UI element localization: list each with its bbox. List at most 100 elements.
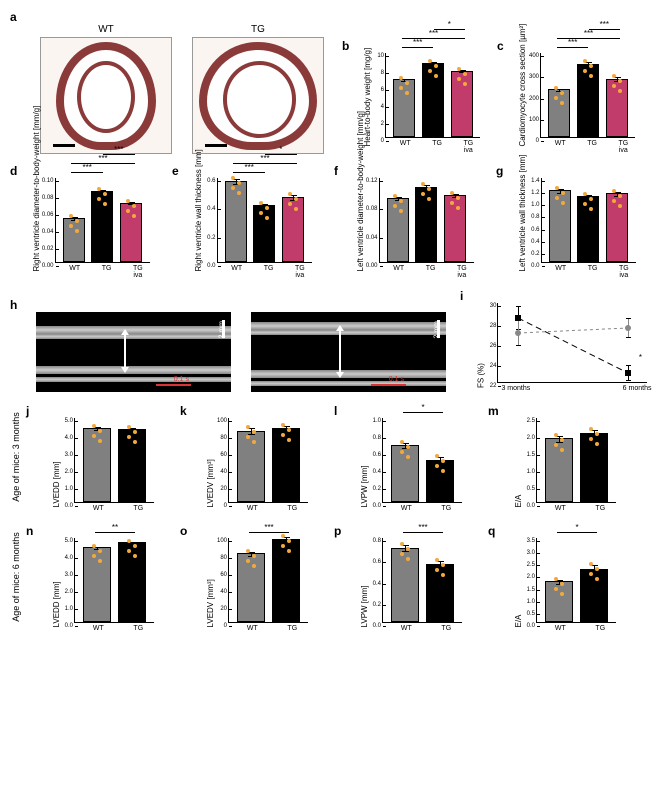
x-tick-label: WT xyxy=(247,505,258,512)
panel-m: m E/A 0.00.51.01.52.02.5 WT TG xyxy=(488,404,638,512)
plot-area: 0.00.51.01.52.02.5 xyxy=(536,418,616,503)
panel-label: f xyxy=(334,164,338,178)
panel-j: jLVEDD [mm]0.01.02.03.04.05.0WTTG xyxy=(26,404,176,512)
x-tick-label: TGiva xyxy=(133,265,143,279)
echo-arrow-icon xyxy=(339,330,341,373)
y-axis-label: Right ventricle wall thickness [mm] xyxy=(194,186,203,271)
significance-marker: *** xyxy=(98,154,107,163)
x-tick-label: WT xyxy=(555,140,566,154)
row-2: d Right ventricle diameter-to-body-weight… xyxy=(10,164,659,279)
panel-l: lLVPW [mm]0.00.20.40.60.81.0*WTTG xyxy=(334,404,484,512)
x-tick-label: TG xyxy=(432,140,442,154)
panel-label: b xyxy=(342,39,349,53)
plot-area: 0100200300400********* xyxy=(540,53,635,138)
x-tick-label: TG xyxy=(441,505,451,512)
x-tick-label: WT xyxy=(93,625,104,632)
x-tick-label: TG xyxy=(595,505,605,512)
significance-marker: *** xyxy=(260,154,269,163)
significance-marker: * xyxy=(575,523,578,532)
echo-arrow-icon xyxy=(124,334,126,368)
x-tick-label: TG xyxy=(133,505,143,512)
scale-v-label: 2 mm xyxy=(219,321,226,339)
echo-image-right: 2 mm 0.1 s xyxy=(251,312,446,392)
y-axis-label: Right ventricle diameter-to-body-weight … xyxy=(32,186,41,271)
panel-i-label: i xyxy=(460,289,463,303)
y-axis-label: E/A xyxy=(514,543,523,628)
x-tick-label: TG xyxy=(133,625,143,632)
panel-label: q xyxy=(488,524,495,538)
x-tick-label: WT xyxy=(555,505,566,512)
bar xyxy=(580,569,608,622)
scale-bar-h xyxy=(156,384,191,386)
data-point xyxy=(625,370,631,376)
plot-area: 0.000.020.040.060.080.10********* xyxy=(55,178,150,263)
y-axis-label: LVPW [mm] xyxy=(360,543,369,628)
significance-marker: * xyxy=(448,20,451,29)
y-axis-label: LVEDD [mm] xyxy=(52,543,61,628)
panel-h-label: h xyxy=(10,298,17,312)
significance-marker: *** xyxy=(568,38,577,47)
x-tick-label: TG xyxy=(588,265,598,279)
panel-g: gLeft ventricle wall thickness [mm]0.00.… xyxy=(496,164,654,279)
panel-h: h 2 mm 0.1 s 2 mm xyxy=(10,298,460,392)
data-point xyxy=(515,330,521,336)
panel-label: m xyxy=(488,404,499,418)
bar xyxy=(451,71,473,137)
heart-tg-image xyxy=(192,37,324,154)
plot-area: 0.00.20.40.60.81.01.21.4 xyxy=(541,178,636,263)
significance-marker: *** xyxy=(264,523,273,532)
y-axis-label: Left ventricle diameter-to-body-weight [… xyxy=(356,186,365,271)
bar xyxy=(606,79,628,137)
panel-f: f Left ventricle diameter-to-body-weight … xyxy=(334,164,492,279)
x-tick-label: WT xyxy=(247,625,258,632)
x-tick-label: WT xyxy=(69,265,80,279)
scale-h-label: 0.1 s xyxy=(174,376,189,383)
panel-label: j xyxy=(26,404,29,418)
x-tick-label: WT xyxy=(555,265,566,279)
panel-label: o xyxy=(180,524,187,538)
plot-area: 0.000.040.080.12 xyxy=(379,178,474,263)
significance-marker: *** xyxy=(82,163,91,172)
x-tick-label: TG xyxy=(102,265,112,279)
x-tick-label: TGiva xyxy=(295,265,305,279)
y-axis-label: E/A xyxy=(514,423,523,508)
bar xyxy=(225,181,247,262)
x-tick-label: TG xyxy=(441,625,451,632)
bar xyxy=(577,64,599,137)
x-tick-label: 6 months xyxy=(623,385,652,392)
bar xyxy=(415,187,437,262)
bar xyxy=(282,197,304,262)
panel-a-label: a xyxy=(10,10,17,24)
panel-label: l xyxy=(334,404,337,418)
panel-label: c xyxy=(497,39,504,53)
scale-bar-h xyxy=(371,384,406,386)
x-tick-label: WT xyxy=(555,625,566,632)
x-tick-label: 3 months xyxy=(501,385,530,392)
plot-area: 020406080100*** xyxy=(228,538,308,623)
bar xyxy=(577,196,599,262)
bar xyxy=(580,433,608,502)
panel-o: oLVEDV [mm³]020406080100***WTTG xyxy=(180,524,330,632)
x-tick-label: TGiva xyxy=(619,265,629,279)
significance-marker: *** xyxy=(418,523,427,532)
bar xyxy=(548,89,570,137)
panel-a: a WT TG xyxy=(10,10,342,154)
bar xyxy=(237,431,265,502)
bar xyxy=(444,195,466,262)
bar xyxy=(393,79,415,137)
heart-wt-image xyxy=(40,37,172,154)
wt-title: WT xyxy=(40,24,172,35)
x-tick-label: TGiva xyxy=(618,140,628,154)
bar xyxy=(83,547,111,622)
panel-i: i FS (%)2224262830*3 months6 months xyxy=(460,289,659,392)
significance-marker: *** xyxy=(114,145,123,154)
panel-k: kLVEDV [mm³]020406080100WTTG xyxy=(180,404,330,512)
x-tick-label: WT xyxy=(393,265,404,279)
plot-area: 0.00.20.40.6******* xyxy=(217,178,312,263)
panel-label: d xyxy=(10,164,17,178)
panel-label: p xyxy=(334,524,341,538)
x-tick-label: WT xyxy=(93,505,104,512)
bar xyxy=(120,203,142,263)
x-tick-label: TGiva xyxy=(457,265,467,279)
bar xyxy=(118,429,146,502)
